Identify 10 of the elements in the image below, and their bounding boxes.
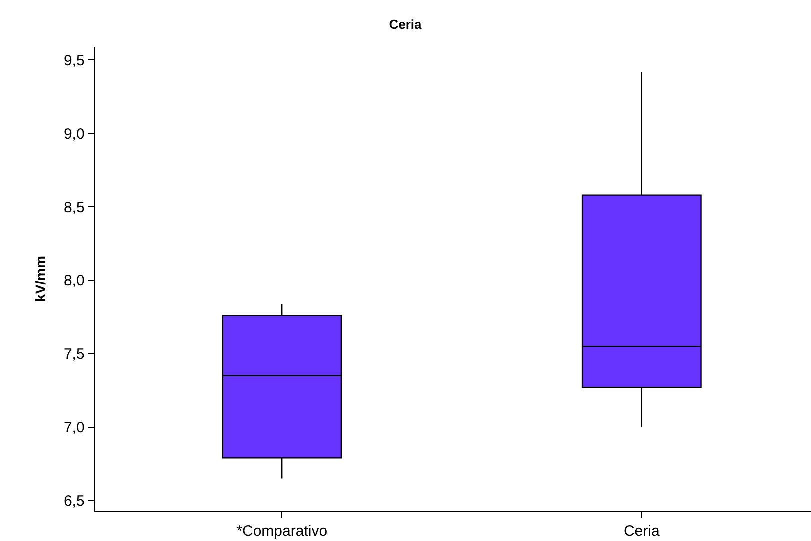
y-axis-title: kV/mm: [32, 256, 49, 302]
y-tick-label: 7,5: [64, 346, 85, 364]
x-tick-label: *Comparativo: [236, 523, 328, 540]
y-tick-label: 9,5: [64, 52, 85, 70]
y-tick-label: 8,5: [64, 199, 85, 216]
chart-title: Ceria: [389, 16, 423, 32]
y-tick-label: 6,5: [64, 492, 85, 510]
y-tick-label: 9,0: [64, 126, 85, 143]
y-tick-label: 7,0: [64, 420, 85, 437]
y-tick-label: 8,0: [64, 272, 85, 290]
